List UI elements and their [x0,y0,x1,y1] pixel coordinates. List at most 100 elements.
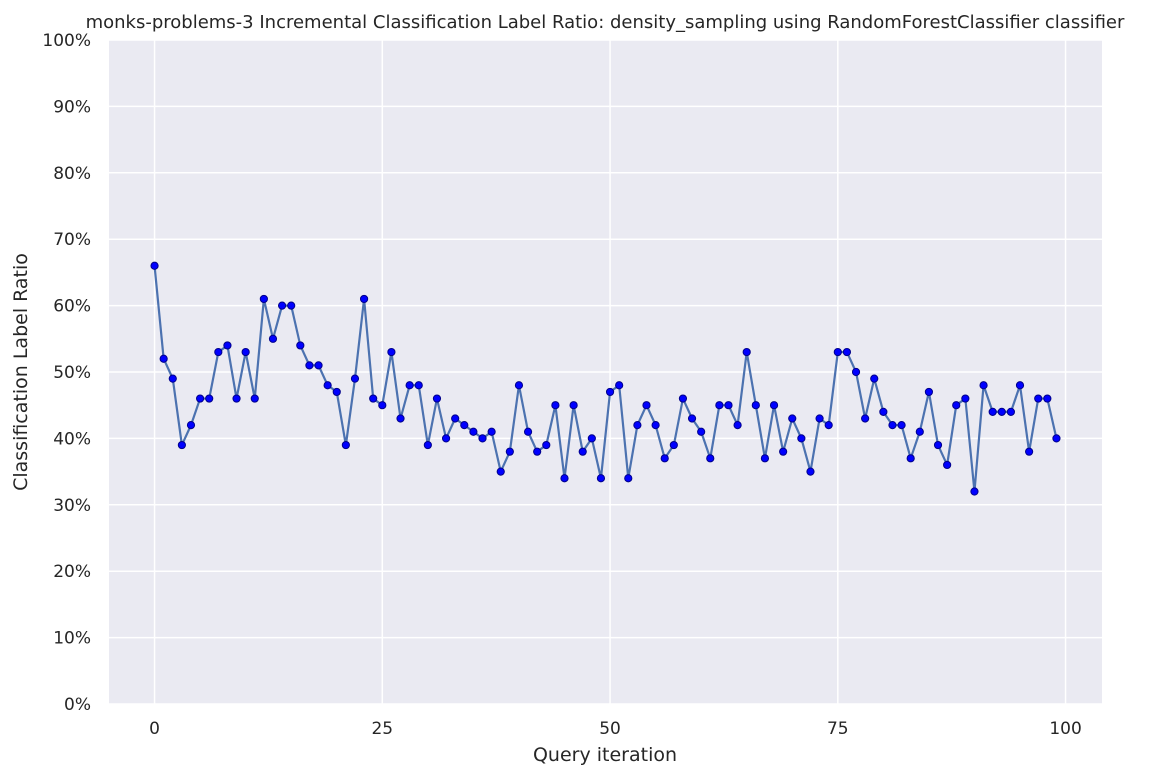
data-point [378,401,387,410]
data-point [742,347,751,357]
data-point [587,434,596,443]
data-point [906,454,915,463]
x-tick-label: 75 [827,719,849,739]
data-point [751,401,760,410]
y-tick-label: 90% [53,97,91,117]
data-point [779,447,788,456]
data-point [888,421,897,430]
data-point [405,381,414,390]
data-point [861,414,870,423]
data-point [523,427,533,436]
x-tick-label: 100 [1049,719,1081,739]
data-point [387,347,396,357]
data-point [615,381,624,390]
data-point [241,347,250,357]
data-point [842,347,852,357]
data-point [396,414,405,423]
data-point [651,421,660,430]
data-point [460,421,469,430]
data-point [970,487,979,496]
data-point [314,361,323,370]
data-point [760,454,770,463]
y-tick-label: 40% [53,429,91,449]
data-point [432,394,442,403]
data-point [232,394,241,403]
data-point [769,401,779,410]
data-point [1052,434,1061,443]
y-tick-label: 100% [42,31,91,51]
data-point [924,387,934,397]
data-point [1006,407,1015,416]
data-point [979,381,988,390]
data-point [915,427,924,436]
y-tick-label: 60% [53,297,91,317]
data-point [943,460,952,470]
y-tick-label: 0% [64,695,91,715]
data-point [806,467,815,476]
data-point [642,401,651,410]
data-point [797,434,806,443]
data-point [669,440,678,450]
data-point [305,361,314,370]
data-point [733,421,742,430]
y-tick-label: 50% [53,363,91,383]
data-point [624,474,633,483]
data-point [277,301,287,310]
data-point [250,394,259,403]
data-point [596,474,606,483]
data-point [706,454,715,463]
data-point [533,447,542,456]
data-point [505,447,514,456]
data-point [268,334,278,343]
x-axis-label: Query iteration [533,744,677,766]
data-point [1025,447,1034,456]
data-point [1034,394,1043,403]
data-point [296,341,305,350]
data-point [605,387,615,397]
data-point [933,440,943,450]
data-point [168,374,177,383]
data-point [851,367,861,377]
data-point [487,427,496,436]
data-point [988,407,997,416]
data-point [961,394,970,403]
y-tick-label: 80% [53,164,91,184]
series-line [153,265,1058,493]
data-point [715,401,724,410]
series-line-layer [153,265,1058,493]
data-point [478,434,487,443]
data-point [469,427,478,436]
data-point [259,294,268,304]
x-tick-label: 0 [149,719,160,739]
data-point [952,401,961,410]
data-point [369,394,378,403]
data-point [287,301,296,310]
data-point [551,401,560,410]
data-point [824,421,833,430]
data-points [150,261,1061,496]
data-point [332,387,341,397]
data-point [496,467,505,476]
x-tick-label: 25 [371,719,393,739]
data-point [1043,394,1052,403]
data-point [359,294,369,304]
data-point [578,447,587,456]
data-point [897,421,906,430]
data-point [341,440,350,450]
data-point [697,427,706,436]
data-point [441,434,451,443]
data-point [660,454,669,463]
x-tick-label: 50 [599,719,621,739]
data-point [678,394,688,403]
data-point [323,381,332,390]
y-tick-label: 30% [53,496,91,516]
data-point [514,381,524,390]
data-point [560,474,569,483]
y-axis-label: Classification Label Ratio [10,253,32,491]
data-point [186,421,196,430]
data-point [223,341,232,350]
data-point [177,440,186,450]
data-point [815,414,824,423]
data-point [997,407,1006,416]
data-point [788,414,797,423]
